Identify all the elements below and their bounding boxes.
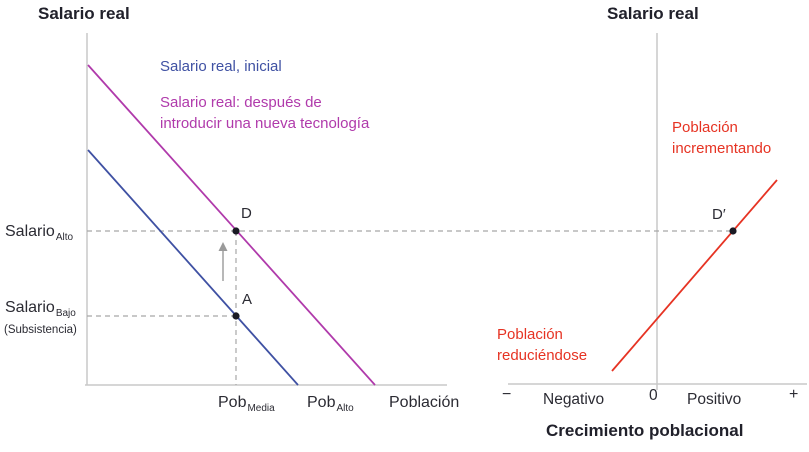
point-D-prime-label: D′ xyxy=(712,206,726,223)
negativo-label: Negativo xyxy=(543,391,605,408)
salario-alto-subscript: Alto xyxy=(55,232,74,243)
pob-media-label: Pob Media xyxy=(218,393,275,414)
poblacion-axis-label: Población xyxy=(389,394,460,411)
salario-bajo-main: Salario xyxy=(5,299,55,316)
legend-new-technology-line1: Salario real: después de xyxy=(160,94,322,111)
initial-real-wage-curve xyxy=(87,149,299,386)
point-D-label: D xyxy=(241,205,252,222)
pob-alto-subscript: Alto xyxy=(336,403,354,414)
salario-bajo-subscript: Bajo xyxy=(55,308,76,319)
legend-new-technology-wage: Salario real: después de introducir una … xyxy=(160,92,369,134)
wage-jump-arrow-head xyxy=(218,242,228,251)
population-growth-curve xyxy=(611,179,778,372)
pob-alto-main: Pob xyxy=(307,394,336,411)
point-A xyxy=(232,312,240,320)
point-D-prime xyxy=(729,227,737,235)
point-D xyxy=(232,227,240,235)
left-y-axis-title: Salario real xyxy=(38,4,130,23)
pob-alto-label: Pob Alto xyxy=(307,393,354,414)
subsistencia-note: (Subsistencia) xyxy=(4,324,77,336)
salario-alto-label: Salario Alto xyxy=(5,222,74,243)
population-decreasing-line2: reduciéndose xyxy=(497,347,588,364)
minus-sign-label: − xyxy=(502,386,512,403)
population-decreasing-label: Población reduciéndose xyxy=(497,324,587,366)
pob-media-main: Pob xyxy=(218,394,247,411)
population-increasing-line1: Población xyxy=(672,119,738,136)
positivo-label: Positivo xyxy=(687,391,742,408)
new-technology-real-wage-curve xyxy=(87,64,376,386)
population-increasing-line2: incrementando xyxy=(672,140,772,157)
salario-bajo-label: Salario Bajo xyxy=(5,298,76,319)
population-decreasing-line1: Población xyxy=(497,326,563,343)
right-y-axis-title: Salario real xyxy=(607,4,699,23)
legend-new-technology-line2: introducir una nueva tecnología xyxy=(160,115,370,132)
zero-label: 0 xyxy=(649,387,658,404)
pob-media-subscript: Media xyxy=(247,403,275,414)
plus-sign-label: + xyxy=(789,386,799,403)
point-A-label: A xyxy=(242,291,253,308)
right-x-axis-title: Crecimiento poblacional xyxy=(546,421,744,440)
population-increasing-label: Población incrementando xyxy=(672,117,771,159)
salario-alto-main: Salario xyxy=(5,223,55,240)
legend-initial-wage: Salario real, inicial xyxy=(160,58,282,75)
